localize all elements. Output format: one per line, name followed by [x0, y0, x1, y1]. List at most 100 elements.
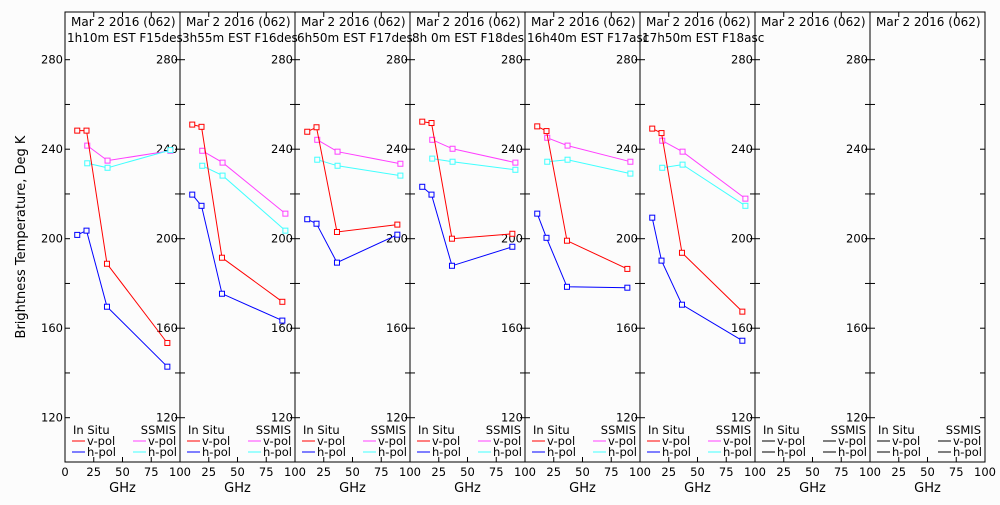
ssmis-v-line: [202, 150, 286, 214]
legend-ssmis-title: SSMIS: [716, 423, 751, 437]
insitu-h-line: [76, 229, 168, 368]
y-tick-label: 200: [156, 232, 178, 246]
legend-label-ssmis-h: h-pol: [263, 445, 292, 459]
insitu-v-point: [509, 230, 516, 237]
y-tick-label: 160: [271, 321, 293, 335]
y-tick-label: 280: [156, 53, 178, 67]
insitu-v-point: [83, 127, 90, 134]
x-tick-label: 100: [744, 465, 766, 479]
x-tick-label: 25: [86, 465, 101, 479]
y-tick-label: 160: [501, 321, 523, 335]
insitu-h-point: [333, 259, 340, 266]
x-axis-label: GHz: [799, 481, 826, 496]
insitu-h-point: [304, 216, 311, 223]
x-tick-label: 100: [284, 465, 306, 479]
y-tick-label: 240: [386, 142, 408, 156]
x-tick-label: 75: [719, 465, 734, 479]
ssmis-v-point: [512, 159, 519, 166]
y-tick-label: 280: [271, 53, 293, 67]
legend-label-insitu-v: v-pol: [202, 434, 230, 448]
legend-label-ssmis-h: h-pol: [493, 445, 522, 459]
x-tick-label: 100: [169, 465, 191, 479]
insitu-h-point: [678, 301, 685, 308]
insitu-h-point: [563, 283, 570, 290]
y-tick-label: 200: [616, 232, 638, 246]
y-tick-label: 280: [386, 53, 408, 67]
y-tick-label: 120: [41, 411, 63, 425]
x-tick-label: 25: [431, 465, 446, 479]
legend-label-insitu-h: h-pol: [777, 445, 806, 459]
x-tick-label: 25: [546, 465, 561, 479]
x-tick-label: 75: [489, 465, 504, 479]
insitu-v-point: [563, 237, 570, 244]
legend-label-insitu-v: v-pol: [87, 434, 115, 448]
panel-date: Mar 2 2016 (062): [761, 15, 866, 29]
ssmis-h-point: [429, 155, 436, 162]
insitu-h-line: [651, 217, 743, 342]
insitu-v-point: [448, 235, 455, 242]
y-tick-label: 120: [501, 411, 523, 425]
panel-time-sat: 3h55m EST F16des: [182, 31, 298, 45]
legend-ssmis-title: SSMIS: [256, 423, 291, 437]
legend-in-situ-title: In Situ: [878, 423, 915, 437]
y-tick-label: 280: [41, 53, 63, 67]
insitu-h-point: [624, 284, 631, 291]
insitu-v-point: [428, 120, 435, 127]
x-tick-label: 50: [230, 465, 245, 479]
ssmis-h-point: [544, 158, 551, 165]
y-tick-label: 200: [846, 232, 868, 246]
legend-label-ssmis-h: h-pol: [953, 445, 982, 459]
y-tick-label: 120: [156, 411, 178, 425]
legend-in-situ-title: In Situ: [303, 423, 340, 437]
x-tick-label: 50: [920, 465, 935, 479]
ssmis-h-point: [679, 161, 686, 168]
ssmis-v-point: [104, 157, 111, 164]
panel-3: 25 50 75 100 GHz Mar 2 2016 (062) 6h50m EST F1…: [297, 12, 421, 496]
insitu-h-point: [74, 231, 81, 238]
y-tick-label: 120: [386, 411, 408, 425]
legend-label-insitu-h: h-pol: [892, 445, 921, 459]
y-tick-label: 240: [616, 142, 638, 156]
x-axis-label: GHz: [339, 481, 366, 496]
legend-label-insitu-h: h-pol: [87, 445, 116, 459]
insitu-h-point: [103, 303, 110, 310]
y-tick-label: 160: [731, 321, 753, 335]
legend-label-ssmis-v: v-pol: [263, 434, 291, 448]
legend-label-insitu-h: h-pol: [432, 445, 461, 459]
panel-time-sat: 6h50m EST F17des: [297, 31, 413, 45]
insitu-v-line: [536, 125, 628, 270]
y-tick-label: 240: [501, 142, 523, 156]
insitu-v-point: [678, 249, 685, 256]
insitu-h-point: [83, 227, 90, 234]
legend-label-ssmis-h: h-pol: [608, 445, 637, 459]
ssmis-v-point: [334, 148, 341, 155]
insitu-h-point: [428, 191, 435, 198]
ssmis-h-point: [512, 166, 519, 173]
y-tick-label: 280: [846, 53, 868, 67]
x-tick-label: 25: [776, 465, 791, 479]
ssmis-v-point: [84, 142, 91, 149]
panel-7: 25 50 75 100 GHz Mar 2 2016 (062) In Situ SSMIS…: [761, 12, 881, 496]
y-tick-label: 120: [846, 411, 868, 425]
legend-ssmis-title: SSMIS: [946, 423, 981, 437]
legend-ssmis-title: SSMIS: [601, 423, 636, 437]
ssmis-v-point: [679, 148, 686, 155]
y-tick-label: 200: [41, 232, 63, 246]
insitu-v-line: [77, 130, 168, 344]
y-tick-label: 240: [731, 142, 753, 156]
insitu-h-point: [313, 220, 320, 227]
insitu-v-point: [189, 121, 196, 128]
insitu-v-point: [279, 298, 286, 305]
ssmis-v-point: [219, 159, 226, 166]
ssmis-h-point: [627, 170, 634, 177]
insitu-h-line: [421, 186, 513, 267]
ssmis-h-point: [334, 162, 341, 169]
ssmis-h-point: [449, 158, 456, 165]
insitu-v-point: [164, 339, 171, 346]
x-tick-label: 100: [399, 465, 421, 479]
legend-label-insitu-v: v-pol: [317, 434, 345, 448]
y-tick-label: 160: [41, 321, 63, 335]
legend-label-ssmis-v: v-pol: [723, 434, 751, 448]
y-tick-label: 200: [386, 232, 408, 246]
legend-label-insitu-v: v-pol: [547, 434, 575, 448]
